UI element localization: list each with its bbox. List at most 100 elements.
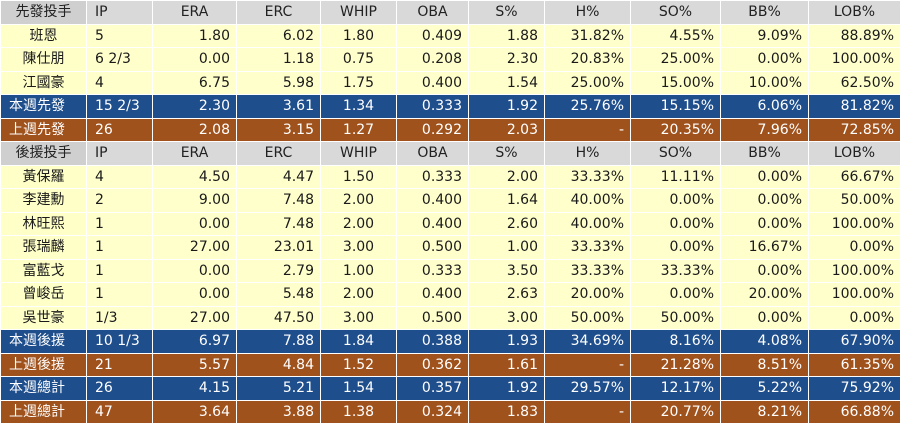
cell-name: 曾峻岳 [1,283,87,307]
cell-ip: 47 [87,400,153,424]
cell-so-pct: 0.00% [631,189,721,213]
cell-era: 4.50 [153,165,237,189]
cell-oba: 0.362 [397,353,469,377]
cell-s-pct: 3.00 [469,306,545,330]
cell-ip: 26 [87,118,153,142]
cell-erc: 47.50 [237,306,321,330]
cell-ip: 4 [87,71,153,95]
cell-so-pct: 25.00% [631,48,721,72]
cell-ip: 1 [87,283,153,307]
cell-whip: 2.00 [321,283,397,307]
column-header-lob-pct: LOB% [809,142,900,166]
cell-era: 3.64 [153,400,237,424]
cell-lob-pct: 100.00% [809,283,900,307]
cell-so-pct: 20.35% [631,118,721,142]
cell-bb-pct: 20.00% [721,283,809,307]
cell-oba: 0.388 [397,330,469,354]
column-header-h-pct: H% [545,1,631,25]
cell-lob-pct: 67.90% [809,330,900,354]
cell-h-pct: 33.33% [545,259,631,283]
cell-whip: 3.00 [321,306,397,330]
cell-era: 2.30 [153,95,237,119]
cell-s-pct: 2.60 [469,212,545,236]
cell-era: 5.57 [153,353,237,377]
cell-erc: 7.88 [237,330,321,354]
cell-oba: 0.400 [397,212,469,236]
cell-s-pct: 1.64 [469,189,545,213]
cell-bb-pct: 4.08% [721,330,809,354]
column-header-so-pct: SO% [631,142,721,166]
cell-s-pct: 1.83 [469,400,545,424]
cell-lob-pct: 100.00% [809,48,900,72]
cell-name: 吳世豪 [1,306,87,330]
cell-name: 江國豪 [1,71,87,95]
cell-so-pct: 15.00% [631,71,721,95]
cell-lob-pct: 100.00% [809,212,900,236]
cell-erc: 23.01 [237,236,321,260]
cell-erc: 3.88 [237,400,321,424]
column-header-ip: IP [87,1,153,25]
cell-bb-pct: 0.00% [721,259,809,283]
cell-so-pct: 50.00% [631,306,721,330]
cell-lob-pct: 72.85% [809,118,900,142]
cell-whip: 1.00 [321,259,397,283]
column-header-bb-pct: BB% [721,1,809,25]
cell-bb-pct: 9.09% [721,24,809,48]
cell-bb-pct: 7.96% [721,118,809,142]
cell-bb-pct: 8.21% [721,400,809,424]
cell-bb-pct: 0.00% [721,189,809,213]
cell-erc: 4.47 [237,165,321,189]
cell-ip: 2 [87,189,153,213]
cell-era: 0.00 [153,48,237,72]
cell-so-pct: 4.55% [631,24,721,48]
cell-so-pct: 12.17% [631,377,721,401]
cell-lob-pct: 100.00% [809,259,900,283]
cell-s-pct: 1.00 [469,236,545,260]
column-header-ip: IP [87,142,153,166]
cell-name: 林旺熙 [1,212,87,236]
column-header-era: ERA [153,1,237,25]
column-header-erc: ERC [237,1,321,25]
cell-s-pct: 2.30 [469,48,545,72]
cell-whip: 1.34 [321,95,397,119]
cell-name: 張瑞麟 [1,236,87,260]
cell-oba: 0.400 [397,283,469,307]
cell-h-pct: - [545,118,631,142]
cell-erc: 7.48 [237,212,321,236]
cell-s-pct: 1.92 [469,95,545,119]
cell-lob-pct: 0.00% [809,306,900,330]
column-header-erc: ERC [237,142,321,166]
cell-whip: 1.52 [321,353,397,377]
cell-oba: 0.333 [397,259,469,283]
cell-whip: 1.80 [321,24,397,48]
cell-oba: 0.333 [397,95,469,119]
column-header-whip: WHIP [321,142,397,166]
cell-lob-pct: 62.50% [809,71,900,95]
cell-era: 0.00 [153,259,237,283]
cell-h-pct: - [545,400,631,424]
cell-era: 0.00 [153,283,237,307]
cell-era: 0.00 [153,212,237,236]
cell-whip: 1.50 [321,165,397,189]
cell-so-pct: 11.11% [631,165,721,189]
cell-era: 27.00 [153,236,237,260]
cell-era: 1.80 [153,24,237,48]
column-header-era: ERA [153,142,237,166]
cell-h-pct: 29.57% [545,377,631,401]
cell-oba: 0.500 [397,236,469,260]
column-header-h-pct: H% [545,142,631,166]
cell-name: 黃保羅 [1,165,87,189]
cell-erc: 3.15 [237,118,321,142]
cell-era: 6.75 [153,71,237,95]
cell-bb-pct: 0.00% [721,212,809,236]
